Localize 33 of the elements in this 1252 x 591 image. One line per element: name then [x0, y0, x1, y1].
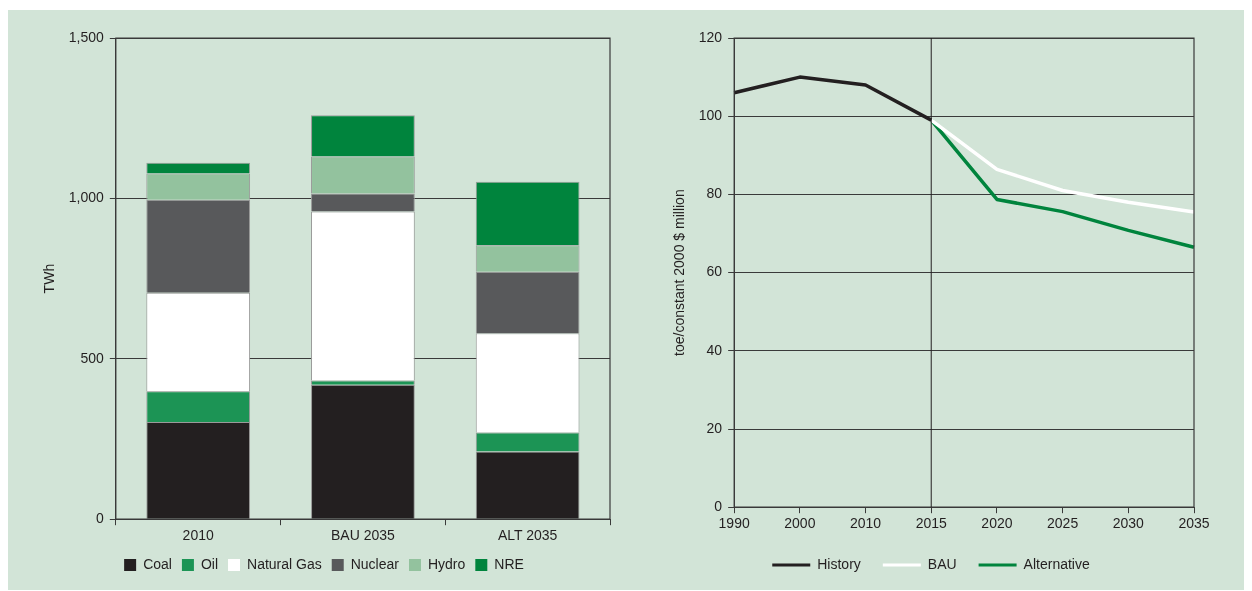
y-tick-label: 1,500	[68, 28, 105, 45]
y-axis-title: TWh	[41, 263, 58, 294]
legend-label: History	[817, 555, 861, 572]
y-tick-label: 80	[706, 185, 723, 202]
y-axis-title: toe/constant 2000 $ million	[671, 189, 688, 356]
x-tick-label: ALT 2035	[497, 527, 558, 544]
x-tick-label: BAU 2035	[331, 527, 396, 544]
legend-label: Oil	[200, 555, 219, 572]
x-tick-label: 2015	[915, 515, 948, 532]
x-tick-label: 2025	[1047, 515, 1079, 532]
x-tick-label: 2030	[1112, 515, 1145, 532]
y-tick-label: 500	[80, 349, 105, 366]
y-tick-label: 60	[706, 263, 723, 280]
x-tick-label: 2020	[981, 515, 1013, 532]
legend-label: Alternative	[1023, 555, 1090, 572]
legend-label: Nuclear	[350, 555, 400, 572]
legend-label: NRE	[494, 555, 524, 572]
y-tick-label: 1,000	[68, 189, 105, 206]
legend-label: Natural Gas	[247, 555, 322, 572]
legend-label: Hydro	[427, 555, 466, 572]
y-tick-label: 120	[698, 28, 723, 45]
x-tick-label: 2010	[182, 527, 214, 544]
y-tick-label: 40	[706, 341, 723, 358]
y-tick-label: 0	[96, 510, 105, 527]
y-tick-label: 20	[706, 419, 723, 436]
x-tick-label: 2035	[1178, 515, 1210, 532]
x-tick-label: 1990	[718, 515, 750, 532]
legend-label: Coal	[143, 555, 172, 572]
x-tick-label: 2000	[784, 515, 816, 532]
x-tick-label: 2010	[849, 515, 882, 532]
legend-label: BAU	[927, 555, 957, 572]
y-tick-label: 0	[714, 498, 723, 515]
y-tick-label: 100	[698, 107, 723, 124]
